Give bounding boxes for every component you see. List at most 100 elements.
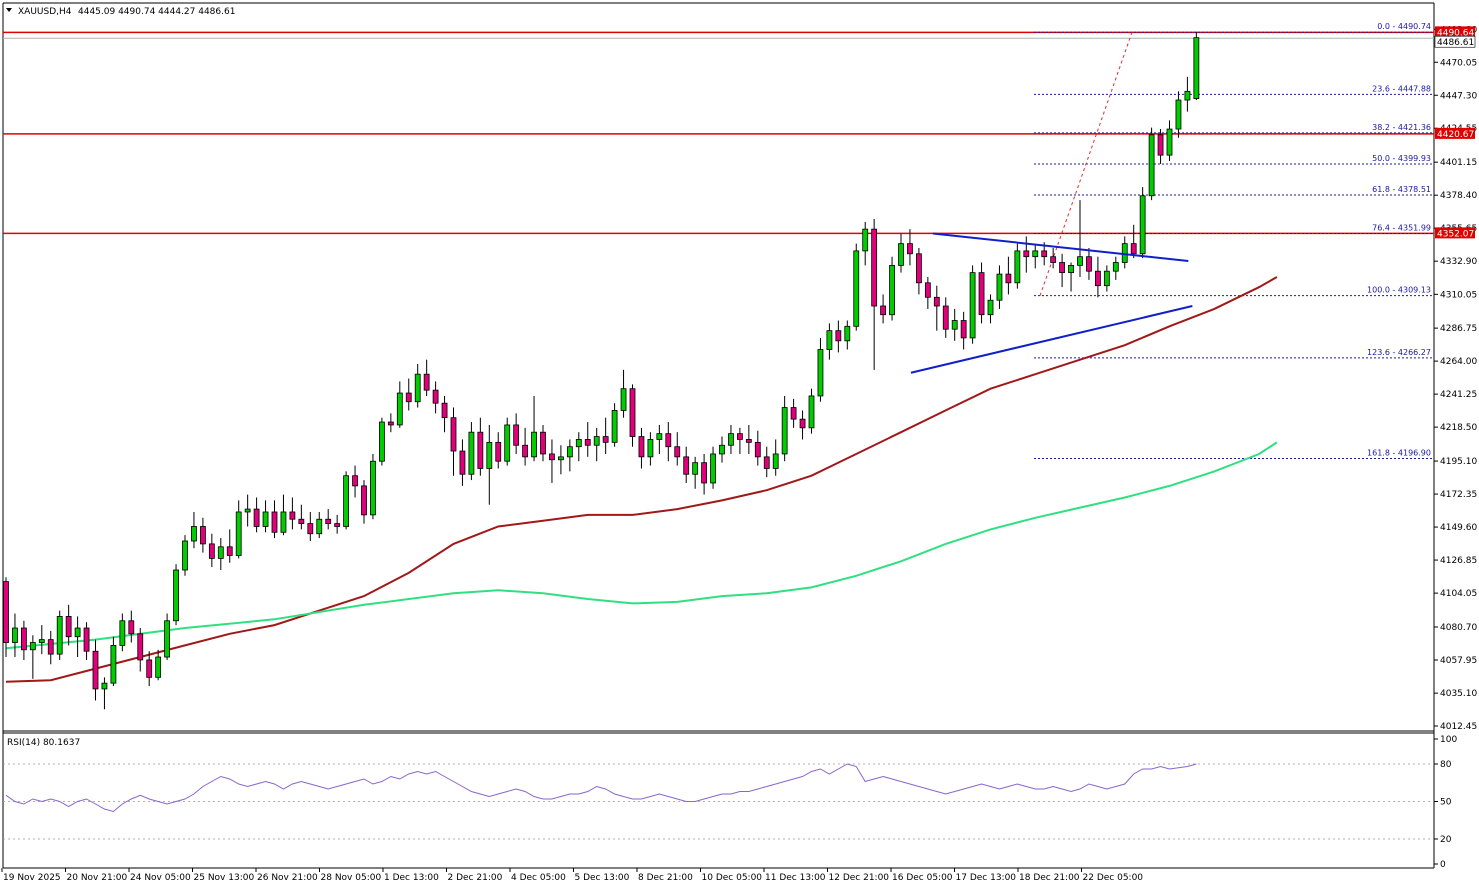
- candle-body-61: [549, 453, 555, 461]
- candle-body-69: [620, 388, 627, 411]
- x-tick-label-8: 4 Dec 05:00: [511, 873, 566, 883]
- candle-body-50: [450, 417, 457, 452]
- candle-body-2: [20, 627, 27, 651]
- candle-body-20: [182, 540, 188, 571]
- candle-body-132: [1184, 90, 1191, 101]
- candle-body-96: [862, 228, 869, 252]
- candle-body-29: [262, 511, 269, 527]
- candle-body-87: [781, 407, 788, 455]
- candle-body-102: [916, 253, 922, 284]
- candle-body-3: [29, 642, 36, 651]
- candle-body-81: [728, 433, 734, 446]
- candle-body-131: [1175, 99, 1182, 130]
- candle-body-71: [638, 436, 645, 458]
- candle-body-67: [602, 436, 609, 443]
- candle-body-124: [1112, 262, 1119, 272]
- candle-body-55: [495, 441, 502, 462]
- candle-body-115: [1032, 250, 1039, 258]
- candle-body-100: [898, 243, 904, 266]
- candles: [3, 31, 1200, 710]
- candle-body-37: [334, 523, 341, 527]
- candle-body-123: [1103, 270, 1110, 287]
- x-tick-label-5: 28 Nov 05:00: [321, 873, 382, 883]
- candle-body-120: [1077, 256, 1083, 266]
- rsi-tick-label-0: 100: [1440, 735, 1457, 745]
- candle-body-21: [191, 526, 197, 542]
- candle-body-105: [942, 305, 949, 330]
- y-tick-label-9: 4218.50: [1440, 423, 1477, 433]
- y-tick-label-20: 4470.05: [1440, 58, 1477, 68]
- candle-body-68: [611, 410, 618, 443]
- rsi-tick-label-4: 0: [1440, 860, 1446, 870]
- candle-body-13: [119, 620, 126, 646]
- candle-body-43: [387, 421, 394, 426]
- candle-body-6: [56, 616, 63, 655]
- candle-body-65: [584, 439, 591, 446]
- rsi-header-label: RSI(14) 80.1637: [7, 738, 80, 748]
- candle-body-106: [951, 320, 958, 330]
- rsi-tick-label-1: 80: [1440, 760, 1452, 770]
- candle-body-42: [378, 421, 385, 462]
- candle-body-113: [1014, 250, 1021, 284]
- candle-body-38: [343, 475, 350, 527]
- candle-body-90: [808, 395, 815, 429]
- collapse-triangle-icon[interactable]: [6, 8, 12, 12]
- candle-body-28: [253, 508, 260, 527]
- candle-body-83: [745, 439, 752, 443]
- chart-header-symbol: XAUUSD,H4: [18, 7, 72, 17]
- y-tick-label-12: 4286.75: [1440, 324, 1477, 334]
- candle-body-79: [710, 453, 716, 484]
- y-tick-label-16: 4378.40: [1440, 191, 1477, 201]
- time-axis: 19 Nov 2025 20 Nov 21:00 24 Nov 05:00 25 No…: [1, 868, 1144, 883]
- level-price-label-1: 4420.67: [1437, 130, 1474, 140]
- x-tick-label-6: 1 Dec 13:00: [384, 873, 439, 883]
- candle-body-0: [3, 581, 9, 643]
- candle-body-25: [226, 546, 233, 556]
- candle-body-88: [790, 407, 797, 420]
- candle-body-74: [665, 433, 672, 448]
- candle-body-17: [155, 656, 162, 678]
- candle-body-126: [1130, 243, 1137, 255]
- candle-body-23: [208, 543, 215, 559]
- candle-body-112: [1005, 273, 1012, 284]
- candle-body-5: [47, 639, 54, 655]
- level-price-label-2: 4352.07: [1437, 229, 1474, 239]
- x-tick-label-12: 11 Dec 13:00: [765, 873, 826, 883]
- candle-body-45: [405, 392, 412, 403]
- candle-body-108: [969, 272, 976, 339]
- candle-body-128: [1148, 134, 1155, 197]
- y-tick-label-14: 4332.90: [1440, 257, 1477, 267]
- candle-body-7: [65, 616, 72, 638]
- y-tick-label-10: 4241.25: [1440, 390, 1477, 400]
- x-tick-label-2: 24 Nov 05:00: [130, 873, 191, 883]
- candle-body-70: [629, 388, 636, 437]
- trendlines: [910, 232, 1193, 374]
- x-tick-label-7: 2 Dec 21:00: [448, 873, 503, 883]
- fib-diagonal: [1039, 32, 1133, 296]
- moving-averages: [5, 276, 1278, 683]
- y-tick-label-19: 4447.30: [1440, 91, 1477, 101]
- candle-body-32: [289, 511, 296, 520]
- candle-body-76: [683, 456, 690, 475]
- candle-body-16: [146, 659, 153, 678]
- candle-body-54: [486, 441, 493, 469]
- candle-body-73: [656, 433, 663, 440]
- x-tick-label-17: 22 Dec 05:00: [1083, 873, 1144, 883]
- candle-body-72: [647, 439, 654, 458]
- candle-body-92: [826, 330, 833, 350]
- candle-body-111: [996, 273, 1003, 301]
- x-tick-label-11: 10 Dec 05:00: [702, 873, 763, 883]
- candle-body-85: [763, 456, 770, 469]
- rsi-tick-label-3: 20: [1440, 835, 1452, 845]
- candle-body-116: [1041, 250, 1048, 258]
- level-price-box-1: [1435, 127, 1475, 139]
- y-tick-label-2: 4057.95: [1440, 656, 1477, 666]
- current-price-label: 4486.61: [1437, 38, 1474, 48]
- candle-body-109: [978, 272, 985, 316]
- candle-body-9: [83, 627, 90, 652]
- candle-body-129: [1157, 134, 1164, 156]
- candle-body-10: [92, 650, 99, 690]
- candle-body-77: [692, 462, 699, 475]
- candle-body-62: [558, 456, 564, 461]
